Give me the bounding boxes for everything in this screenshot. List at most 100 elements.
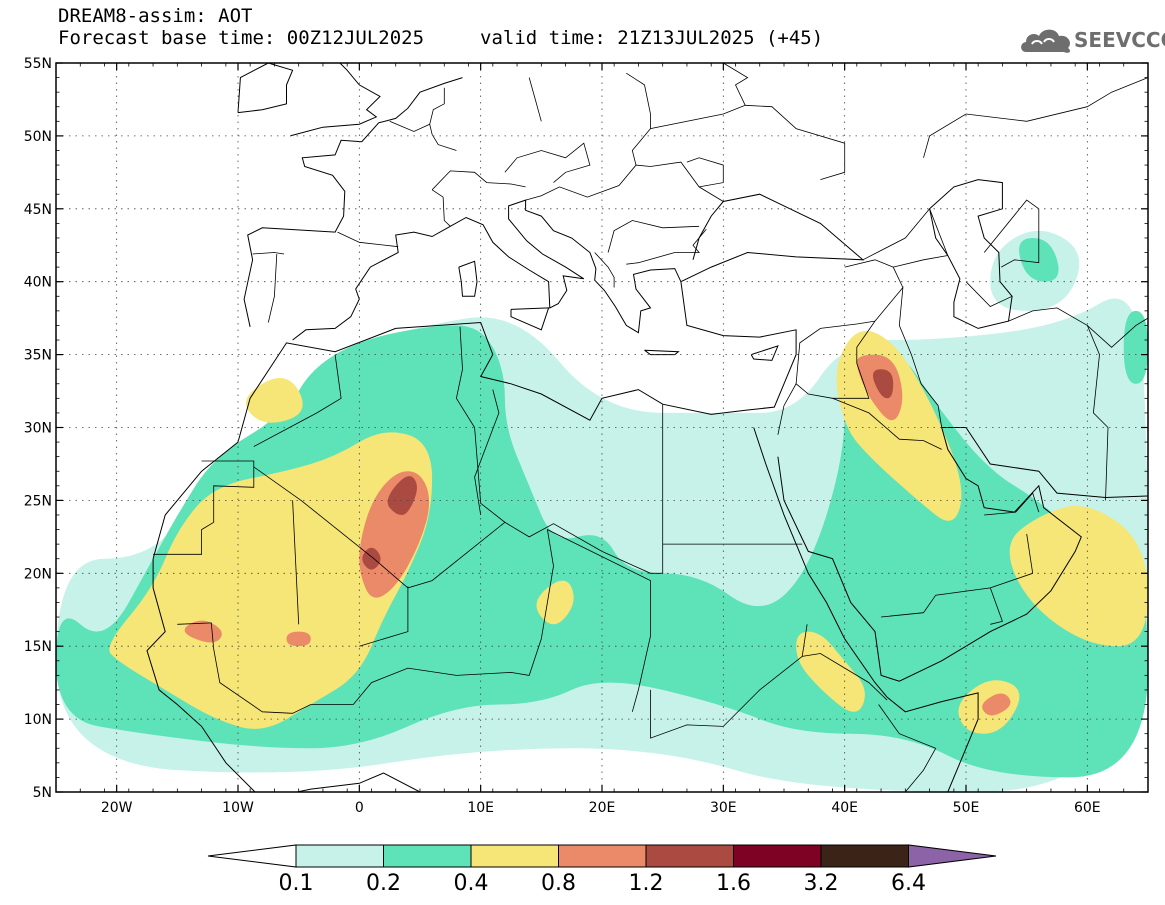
coastline	[777, 427, 1148, 682]
logo: SEEVCCC	[1018, 22, 1165, 56]
lat-tick-label: 25N	[24, 493, 52, 509]
country-border	[594, 252, 615, 288]
coastline	[152, 193, 865, 559]
lon-tick-label: 0	[355, 800, 364, 816]
coastline	[146, 558, 423, 792]
colorbar-swatch	[295, 844, 384, 868]
cloud-logo-icon	[1021, 29, 1071, 53]
country-border	[607, 220, 700, 253]
country-border	[983, 199, 1040, 268]
colorbar-swatch	[470, 844, 559, 868]
country-border	[723, 63, 749, 106]
lat-tick-label: 5N	[33, 785, 52, 801]
country-border	[389, 120, 430, 132]
map-title: DREAM8-assim: AOT	[58, 5, 253, 27]
logo-text: SEEVCCC	[1074, 28, 1165, 52]
colorbar-label: 1.2	[629, 871, 664, 896]
country-border	[862, 208, 949, 261]
valid-time: valid time: 21Z13JUL2025 (+45)	[480, 27, 824, 49]
colorbar-swatch	[645, 844, 734, 868]
coastlines-borders	[146, 63, 1148, 792]
latitude-axis: 55N 50N 45N 40N 35N 30N 25N 20N 15N 10N 5N	[24, 56, 1148, 801]
country-border	[528, 77, 542, 122]
country-border	[253, 354, 342, 447]
aot-region-level-0.4	[246, 377, 303, 423]
country-border	[832, 320, 876, 399]
country-border	[626, 72, 651, 166]
lon-tick-label: 20W	[101, 800, 133, 816]
lon-tick-label: 20E	[589, 800, 616, 816]
country-border	[795, 320, 876, 384]
country-border	[984, 492, 1040, 516]
aot-region-level-0.8	[286, 631, 311, 647]
country-border	[881, 533, 1034, 618]
country-border	[431, 189, 451, 227]
lon-tick-label: 60E	[1074, 800, 1101, 816]
colorbar-over-arrow	[908, 844, 997, 868]
lon-tick-label: 50E	[953, 800, 980, 816]
colorbar-swatch	[558, 844, 647, 868]
colorbar-label: 6.4	[891, 871, 926, 896]
country-border	[292, 500, 300, 625]
coastline	[929, 179, 1013, 329]
country-border	[177, 622, 215, 650]
country-border	[1086, 325, 1109, 501]
country-border	[965, 281, 1013, 307]
coastline	[292, 199, 682, 341]
country-border	[504, 142, 591, 183]
coastline	[290, 63, 381, 137]
gridlines	[56, 63, 1148, 792]
country-border	[989, 587, 1003, 625]
coastline	[750, 345, 779, 361]
colorbar-swatch	[820, 844, 909, 868]
country-border	[626, 228, 707, 265]
country-border	[267, 253, 278, 323]
country-border	[892, 255, 948, 288]
country-border	[1008, 307, 1148, 348]
aot-region-level-0.4	[109, 432, 433, 729]
longitude-axis: 20W 10W 0 10E 20E 30E 40E 50E 60E	[55, 63, 1149, 816]
country-border	[474, 389, 500, 516]
country-border	[337, 231, 399, 248]
country-border	[686, 157, 724, 188]
colorbar-under-arrow	[207, 844, 297, 868]
aot-region-level-0.4	[796, 631, 865, 712]
lat-tick-label: 45N	[24, 202, 52, 218]
lat-tick-label: 40N	[24, 275, 52, 291]
country-border	[504, 404, 664, 574]
aot-region-level-0.2	[1123, 310, 1148, 384]
coastline	[243, 77, 463, 328]
lat-tick-label: 20N	[24, 566, 52, 582]
country-border	[878, 704, 937, 792]
coastline	[458, 260, 478, 297]
country-border	[431, 170, 526, 191]
colorbar-label: 0.2	[366, 871, 401, 896]
lat-tick-label: 35N	[24, 348, 52, 364]
lon-tick-label: 10E	[467, 800, 494, 816]
colorbar: 0.1 0.2 0.4 0.8 1.2 1.6 3.2 6.4	[207, 844, 997, 896]
lon-tick-label: 40E	[831, 800, 858, 816]
lat-tick-label: 15N	[24, 639, 52, 655]
aot-region-level-1.2	[387, 476, 417, 515]
lon-tick-label: 10W	[222, 800, 254, 816]
country-border	[359, 586, 409, 647]
aot-region-level-0.4	[1009, 505, 1148, 647]
lat-tick-label: 10N	[24, 712, 52, 728]
country-border	[252, 252, 285, 255]
country-border	[213, 528, 651, 714]
colorbar-label: 0.8	[541, 871, 576, 896]
country-border	[153, 460, 255, 555]
coastline	[237, 63, 294, 114]
aot-region-level-0.8	[982, 693, 1011, 716]
country-border	[923, 77, 1148, 158]
lat-tick-label: 30N	[24, 421, 52, 437]
colorbar-swatch	[733, 844, 822, 868]
colorbar-label: 1.6	[716, 871, 751, 896]
colorbar-swatch	[383, 844, 472, 868]
forecast-base-time: Forecast base time: 00Z12JUL2025	[58, 27, 425, 49]
coastline	[510, 307, 550, 331]
lon-tick-label: 30E	[710, 800, 737, 816]
lat-tick-label: 50N	[24, 129, 52, 145]
country-border	[525, 161, 724, 202]
aot-region-level-1.2	[872, 369, 894, 399]
